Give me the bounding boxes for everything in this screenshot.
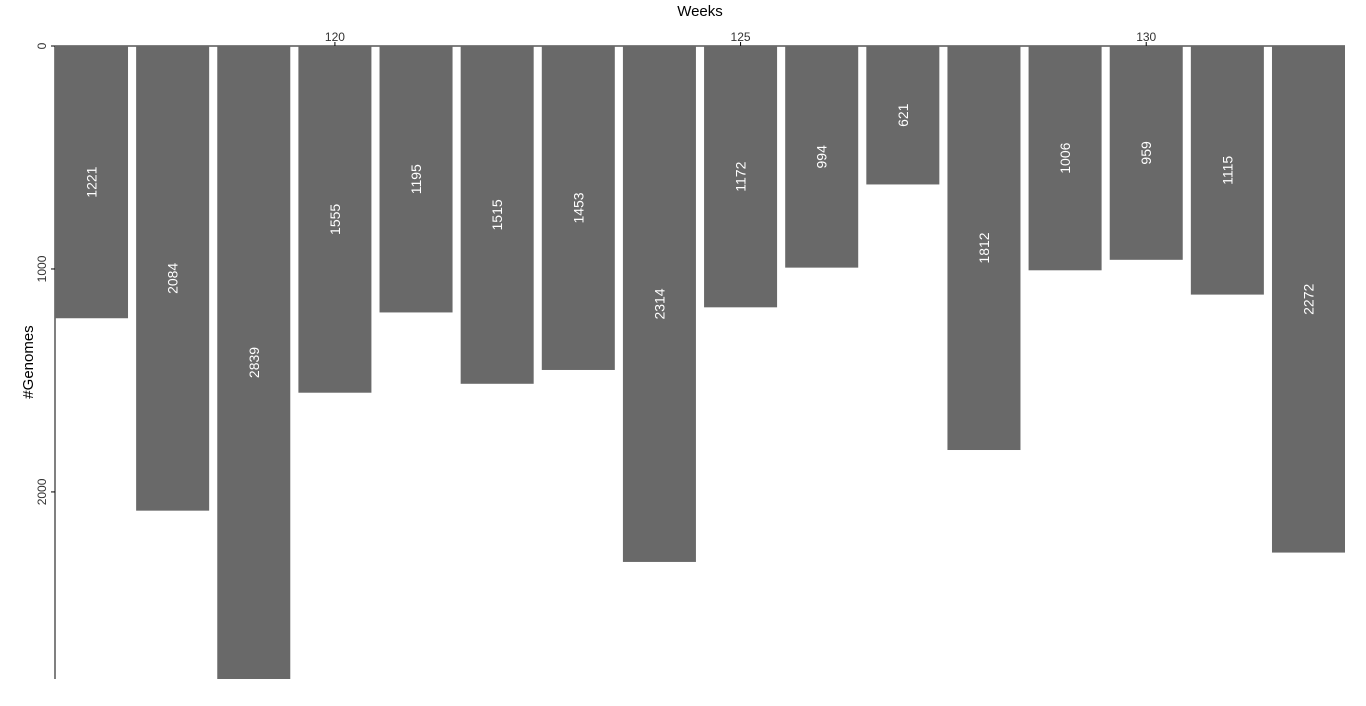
bar-week-120 [298,46,372,393]
bar-week-118 [136,46,210,511]
bar-label-week-128: 1812 [976,232,992,263]
bar-label-week-122: 1515 [489,199,505,230]
bar-label-week-125: 1172 [733,161,749,191]
bar-week-121 [379,46,453,313]
bar-label-week-119: 2839 [246,347,262,378]
bar-week-126 [785,46,859,268]
bar-week-129 [1028,46,1102,271]
bar-label-week-118: 2084 [165,263,181,294]
bar-label-week-121: 1195 [408,164,424,194]
bar-week-130 [1109,46,1183,260]
y-tick-label-2000: 2000 [35,478,49,505]
x-tick-label-125: 125 [731,30,751,44]
x-axis-title: Weeks [677,3,723,20]
bar-label-week-123: 1453 [570,192,586,223]
bar-label-week-130: 959 [1138,141,1154,165]
y-tick-label-0: 0 [35,42,49,49]
bar-label-week-131: 1115 [1219,156,1235,185]
bar-week-128 [947,46,1021,451]
bar-label-week-127: 621 [895,103,911,127]
bar-week-123 [541,46,615,370]
bar-label-week-129: 1006 [1057,142,1073,173]
bar-week-119 [217,46,291,679]
x-tick-label-130: 130 [1136,30,1156,44]
bar-week-117 [55,46,129,319]
bar-week-124 [622,46,696,562]
x-tick-label-120: 120 [325,30,345,44]
bar-week-132 [1271,46,1345,553]
bar-week-127 [866,46,940,185]
bars: 1221 2084 2839 1555 1195 1515 1453 2314 1172 994 6… [55,46,1345,679]
bar-label-week-126: 994 [814,145,830,169]
bar-label-week-117: 1221 [84,166,100,197]
x-ticks: 120 125 130 [325,30,1157,46]
bar-label-week-120: 1555 [327,204,343,235]
y-axis-title: #Genomes [20,325,37,398]
bar-week-131 [1190,46,1264,295]
bar-week-122 [460,46,534,384]
y-ticks: 0 1000 2000 [35,42,55,505]
y-tick-label-1000: 1000 [35,255,49,282]
bar-week-125 [704,46,778,308]
bar-label-week-124: 2314 [651,288,667,319]
bar-label-week-132: 2272 [1300,284,1316,315]
